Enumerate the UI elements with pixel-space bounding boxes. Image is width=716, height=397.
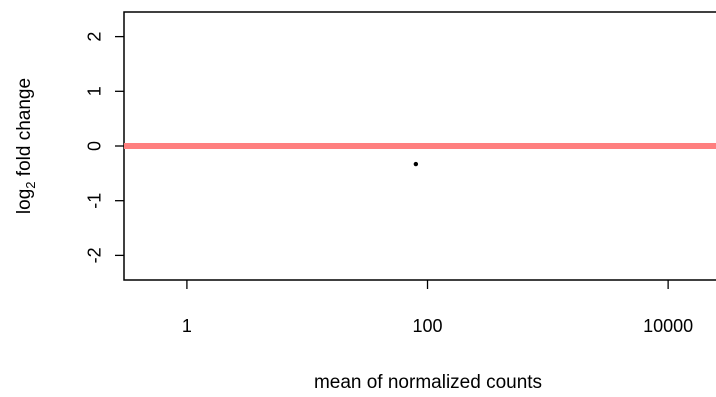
- x-tick-label: 1: [182, 316, 192, 336]
- y-tick-label: 1: [84, 86, 104, 96]
- x-axis: 1 100 10000: [182, 280, 693, 336]
- y-axis: -2 -1 0 1 2: [84, 32, 124, 263]
- y-tick-label: -2: [84, 247, 104, 263]
- data-point: [413, 161, 419, 167]
- x-axis-title: mean of normalized counts: [314, 372, 542, 392]
- x-tick-label: 10000: [643, 316, 693, 336]
- y-tick-label: 2: [84, 32, 104, 42]
- x-tick-label: 100: [412, 316, 442, 336]
- points-layer: [413, 161, 419, 167]
- y-tick-label: -1: [84, 193, 104, 209]
- y-axis-title-subscript: 2: [23, 181, 38, 188]
- y-axis-title-main: log: [14, 189, 35, 214]
- y-axis-title: log2 fold change: [14, 78, 38, 214]
- y-axis-title-rest: fold change: [14, 78, 35, 182]
- y-tick-label: 0: [84, 141, 104, 151]
